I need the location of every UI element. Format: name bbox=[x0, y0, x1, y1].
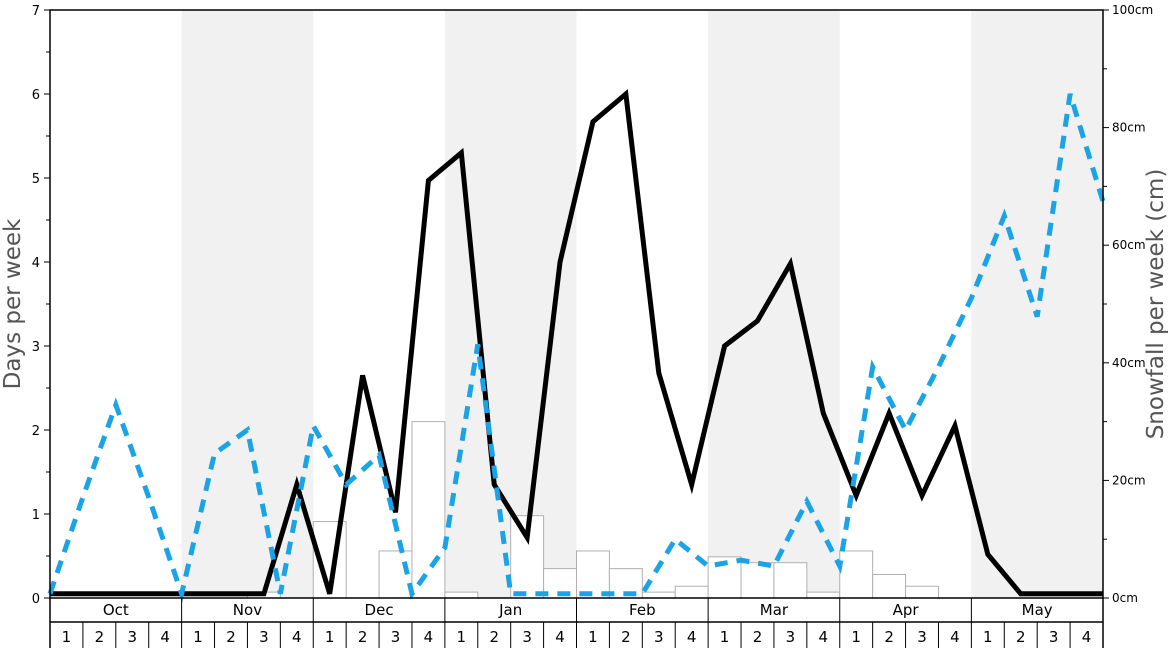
left-tick-label: 5 bbox=[32, 172, 40, 187]
month-label-nov: Nov bbox=[233, 601, 262, 619]
week-label: 1 bbox=[325, 628, 335, 646]
week-label: 4 bbox=[292, 628, 302, 646]
snowfall-bar bbox=[576, 550, 610, 599]
right-tick-label: 80cm bbox=[1112, 121, 1146, 135]
right-tick-label: 100cm bbox=[1112, 3, 1153, 17]
data-lines bbox=[47, 89, 1106, 603]
right-tick-label: 20cm bbox=[1112, 473, 1146, 487]
snowfall-bar bbox=[641, 591, 676, 599]
right-tick-label: 40cm bbox=[1112, 356, 1146, 370]
week-label: 1 bbox=[457, 628, 467, 646]
week-label: 2 bbox=[95, 628, 105, 646]
snowfall-bar bbox=[740, 562, 775, 599]
month-label-oct: Oct bbox=[103, 601, 129, 619]
week-label: 2 bbox=[358, 628, 368, 646]
week-label: 1 bbox=[62, 628, 72, 646]
week-label: 3 bbox=[1049, 628, 1059, 646]
x-axis: Oct 1 2 3 4 Nov 1 2 3 4 Dec 1 2 3 4 Jan 1 2 3 4 Feb 1 2 3 4 Mar 1 2… bbox=[49, 598, 1104, 648]
month-shade-may bbox=[971, 10, 1103, 598]
week-label: 3 bbox=[259, 628, 269, 646]
week-label: 2 bbox=[489, 628, 499, 646]
left-axis-title: Days per week bbox=[0, 218, 26, 389]
week-label: 1 bbox=[588, 628, 598, 646]
month-label-mar: Mar bbox=[760, 601, 789, 619]
left-tick-label: 6 bbox=[32, 88, 40, 103]
week-label: 1 bbox=[983, 628, 993, 646]
snowfall-bar bbox=[444, 591, 479, 599]
right-tick-label: 60cm bbox=[1112, 238, 1146, 252]
month-label-feb: Feb bbox=[629, 601, 656, 619]
snowfall-bar bbox=[905, 585, 939, 599]
snowfall-bar bbox=[707, 556, 742, 599]
right-axis: 0cm 20cm 40cm 60cm 80cm 100cm bbox=[1103, 3, 1153, 605]
week-label: 2 bbox=[226, 628, 236, 646]
week-label: 2 bbox=[1016, 628, 1026, 646]
left-tick-label: 1 bbox=[32, 508, 40, 523]
snowfall-bar bbox=[806, 591, 841, 599]
month-label-apr: Apr bbox=[893, 601, 920, 619]
week-label: 3 bbox=[127, 628, 137, 646]
left-axis: 0 1 2 3 4 5 6 7 bbox=[32, 4, 50, 607]
week-label: 4 bbox=[424, 628, 434, 646]
left-tick-label: 7 bbox=[32, 4, 40, 19]
snowfall-bar bbox=[872, 573, 907, 599]
week-label: 1 bbox=[720, 628, 730, 646]
days-line bbox=[50, 89, 1103, 597]
snowfall-bar bbox=[773, 562, 808, 599]
month-shading bbox=[181, 10, 1103, 598]
week-label: 4 bbox=[160, 628, 170, 646]
week-label: 1 bbox=[193, 628, 203, 646]
left-tick-label: 2 bbox=[32, 424, 40, 439]
week-label: 4 bbox=[1082, 628, 1092, 646]
month-label-jan: Jan bbox=[498, 601, 522, 619]
left-tick-label: 4 bbox=[32, 256, 40, 271]
right-tick-label: 0cm bbox=[1112, 591, 1138, 605]
week-label: 3 bbox=[654, 628, 664, 646]
snowfall-bar bbox=[839, 550, 874, 599]
week-label: 4 bbox=[819, 628, 829, 646]
week-label: 3 bbox=[917, 628, 927, 646]
week-label: 2 bbox=[621, 628, 631, 646]
week-label: 2 bbox=[753, 628, 763, 646]
week-label: 4 bbox=[555, 628, 565, 646]
snowfall-bars bbox=[246, 421, 939, 599]
week-label: 3 bbox=[391, 628, 401, 646]
month-label-dec: Dec bbox=[365, 601, 394, 619]
snowfall-line bbox=[47, 93, 1106, 603]
week-label: 4 bbox=[950, 628, 960, 646]
left-tick-label: 3 bbox=[32, 340, 40, 355]
week-label: 3 bbox=[786, 628, 796, 646]
right-axis-title: Snowfall per week (cm) bbox=[1143, 169, 1168, 440]
week-label: 3 bbox=[522, 628, 532, 646]
left-tick-label: 0 bbox=[32, 592, 40, 607]
week-label: 2 bbox=[884, 628, 894, 646]
week-label: 1 bbox=[851, 628, 861, 646]
month-shade-mar bbox=[708, 10, 840, 598]
snowfall-bar bbox=[411, 421, 446, 599]
snowfall-bar bbox=[378, 550, 413, 599]
week-label: 4 bbox=[687, 628, 697, 646]
month-label-may: May bbox=[1022, 601, 1053, 619]
snowfall-bar bbox=[674, 585, 709, 599]
